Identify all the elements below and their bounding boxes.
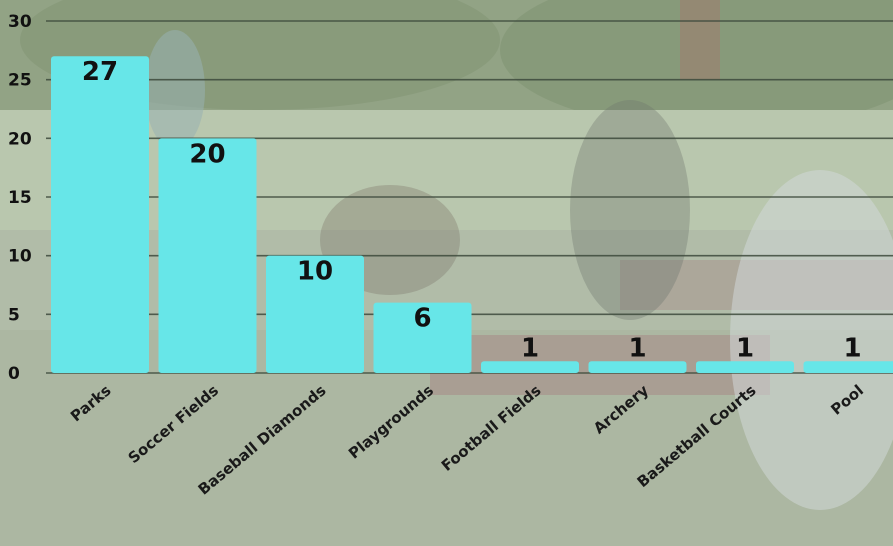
bar-basketball-courts (696, 361, 794, 373)
bar-archery (588, 361, 687, 373)
bar-parks (51, 56, 149, 373)
x-tick-label: Football Fields (438, 381, 545, 475)
y-tick-label: 20 (8, 129, 32, 149)
bar-pool (803, 361, 893, 373)
data-label: 1 (521, 333, 539, 363)
x-tick-label: Archery (590, 381, 652, 437)
y-tick-label: 15 (8, 188, 32, 208)
bars (51, 56, 893, 373)
data-label: 1 (843, 333, 861, 363)
bar-soccer-fields (158, 138, 257, 373)
y-tick-label: 25 (8, 71, 32, 91)
y-tick-label: 10 (8, 247, 32, 267)
bar-football-fields (481, 361, 579, 373)
data-label: 1 (736, 333, 754, 363)
y-tick-label: 30 (8, 12, 32, 32)
x-tick-label: Soccer Fields (125, 381, 222, 467)
data-labels: 27 20 10 6 1 1 1 1 (82, 57, 862, 363)
data-label: 10 (297, 257, 333, 287)
data-label: 6 (413, 304, 431, 334)
y-axis-ticks: 0 5 10 15 20 25 30 (8, 12, 32, 384)
bar-baseball-diamonds (266, 255, 364, 373)
data-label: 20 (189, 139, 225, 169)
x-tick-label: Playgrounds (345, 381, 437, 462)
x-tick-label: Parks (67, 381, 115, 425)
data-label: 27 (82, 57, 118, 87)
y-tick-label: 0 (8, 364, 20, 384)
data-label: 1 (628, 333, 646, 363)
x-tick-label: Basketball Courts (634, 381, 760, 491)
bar-playgrounds (373, 302, 472, 373)
y-tick-label: 5 (8, 305, 20, 325)
x-tick-label: Pool (827, 381, 867, 418)
